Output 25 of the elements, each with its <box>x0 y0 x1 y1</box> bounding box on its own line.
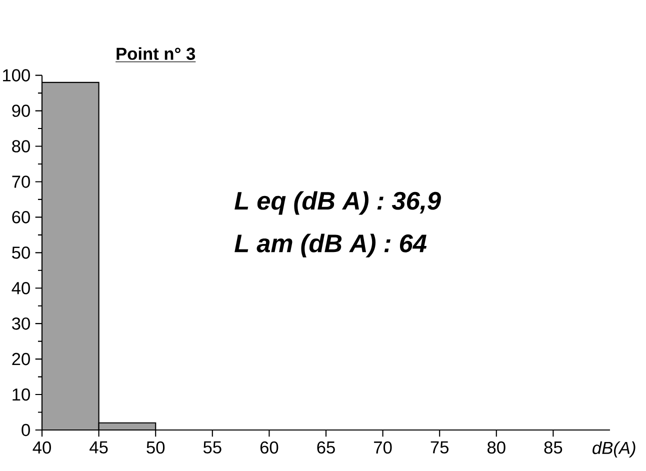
x-tick-label: 75 <box>430 441 448 454</box>
y-tick-label: 0 <box>22 424 30 436</box>
y-tick-label: 60 <box>12 211 30 224</box>
x-tick-label: 70 <box>374 441 392 454</box>
x-tick-label: 60 <box>260 441 278 454</box>
x-tick-label: 85 <box>544 441 562 454</box>
annotation: L eq (dB A) : 36,9 <box>234 191 441 215</box>
x-tick-label: 55 <box>203 441 222 454</box>
x-tick-label: 65 <box>317 441 335 454</box>
y-tick-label: 80 <box>12 140 30 152</box>
annotation: L am (dB A) : 64 <box>234 234 427 258</box>
y-tick-label: 10 <box>12 388 30 401</box>
y-tick-label: 70 <box>12 176 30 188</box>
y-tick-label: 20 <box>12 352 30 366</box>
y-tick-label: 30 <box>12 317 30 330</box>
y-tick-label: 90 <box>12 104 30 117</box>
x-axis-title: dB(A) <box>592 441 636 458</box>
x-tick-label: 40 <box>32 441 51 454</box>
y-tick-label: 50 <box>12 246 30 259</box>
chart-title: Point n° 3 <box>116 47 196 60</box>
y-tick-label: 100 <box>3 69 30 82</box>
x-tick-label: 45 <box>90 441 108 454</box>
y-tick-label: 40 <box>12 282 30 294</box>
x-tick-label: 50 <box>146 441 165 454</box>
x-tick-label: 80 <box>488 441 506 454</box>
